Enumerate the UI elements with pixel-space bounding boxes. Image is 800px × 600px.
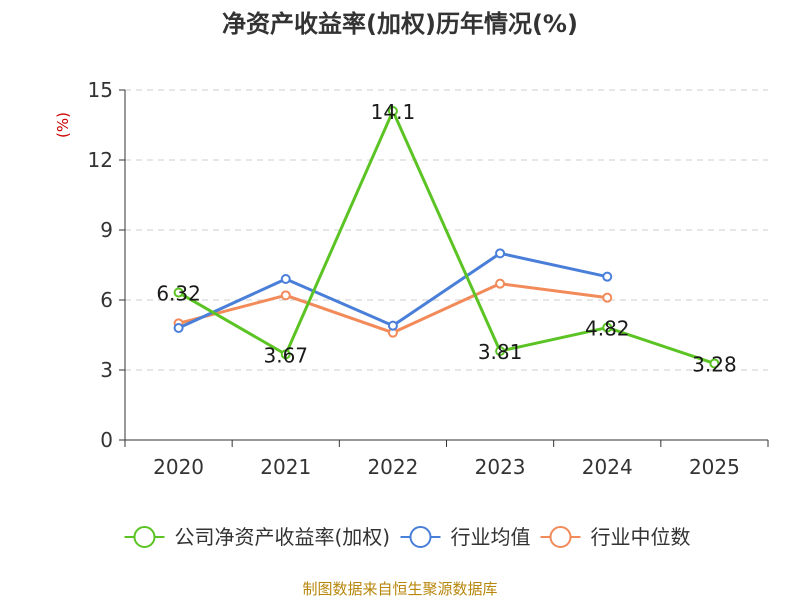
data-labels: 6.32 3.67 14.1 3.81 4.82 3.28 — [156, 100, 736, 376]
series-point — [173, 323, 184, 333]
legend-label: 公司净资产收益率(加权) — [175, 525, 391, 549]
series-point — [495, 278, 506, 289]
y-tick-label: 15 — [88, 78, 113, 102]
y-tick-label: 12 — [88, 148, 113, 172]
data-label: 3.81 — [478, 340, 523, 364]
series-point — [709, 358, 720, 369]
series-line — [177, 109, 715, 365]
y-tick-label: 9 — [100, 218, 113, 242]
series-point — [173, 287, 184, 298]
legend-marker — [549, 526, 572, 548]
data-label: 14.1 — [371, 100, 416, 124]
x-tick-label: 2022 — [367, 455, 418, 479]
x-tick-label: 2025 — [689, 455, 740, 479]
series-point — [280, 290, 291, 301]
x-tick-label: 2023 — [475, 455, 526, 479]
series-layer — [173, 106, 720, 369]
y-axis-unit-label: (%) — [54, 112, 72, 138]
series-point — [602, 292, 613, 303]
series-point — [602, 271, 613, 282]
series-point — [495, 346, 506, 357]
series-point — [495, 248, 506, 259]
data-label: 3.67 — [263, 343, 308, 367]
series-point — [387, 320, 398, 331]
legend: 公司净资产收益率(加权) 行业均值 行业中位数 — [124, 525, 691, 549]
y-tick-label: 6 — [100, 288, 113, 312]
legend-marker — [133, 526, 156, 548]
legend-marker — [409, 526, 432, 548]
legend-label: 行业中位数 — [591, 525, 691, 549]
x-tick-label: 2020 — [153, 455, 204, 479]
y-tick-label: 3 — [100, 358, 113, 382]
series-point — [602, 322, 613, 333]
y-tick-label: 0 — [100, 428, 113, 452]
series-point — [387, 106, 398, 116]
chart-title: 净资产收益率(加权)历年情况(%) — [222, 10, 578, 38]
data-label: 3.28 — [692, 352, 737, 376]
x-tick-label: 2024 — [582, 455, 633, 479]
axes: 0 3 6 9 12 15 2020 2021 2022 2023 2024 2025 — [88, 78, 769, 479]
data-label: 6.32 — [156, 282, 201, 306]
x-tick-label: 2021 — [260, 455, 311, 479]
series-point — [280, 349, 291, 360]
series-point — [280, 274, 291, 284]
legend-label: 行业均值 — [451, 525, 531, 549]
data-label: 4.82 — [585, 317, 630, 341]
source-note: 制图数据来自恒生聚源数据库 — [302, 580, 498, 598]
